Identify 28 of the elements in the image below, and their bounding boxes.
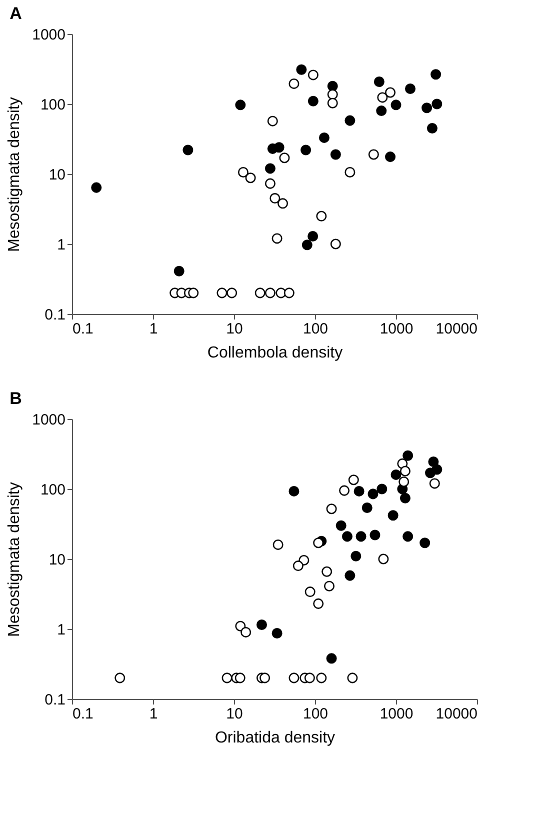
x-tick-label: 1 xyxy=(149,320,158,338)
x-tick-label: 100 xyxy=(302,706,328,722)
y-axis-title: Mesostigmata density xyxy=(6,97,24,252)
y-tick-label: 0.1 xyxy=(44,692,66,708)
x-tick-label: 0.1 xyxy=(72,706,94,722)
x-tick-label: 0.1 xyxy=(72,320,94,338)
y-tick-label: 1 xyxy=(57,236,66,254)
y-axis-title: Mesostigmata density xyxy=(6,482,24,637)
x-tick-label: 10 xyxy=(226,706,243,722)
y-tick-label: 100 xyxy=(40,482,66,498)
chart-title: A xyxy=(10,4,22,23)
y-tick-label: 1000 xyxy=(32,412,66,428)
x-tick-label: 1 xyxy=(149,706,158,722)
x-axis-title: Collembola density xyxy=(207,344,343,362)
x-axis-title: Oribatida density xyxy=(214,730,336,746)
chart-title: B xyxy=(10,389,22,408)
x-tick-label: 10000 xyxy=(436,706,478,722)
x-tick-label: 10 xyxy=(226,320,243,338)
y-tick-label: 100 xyxy=(40,96,66,114)
y-tick-label: 1000 xyxy=(32,26,66,44)
y-tick-label: 10 xyxy=(48,552,66,568)
y-tick-label: 1 xyxy=(57,622,66,638)
x-tick-label: 1000 xyxy=(380,706,414,722)
x-tick-label: 100 xyxy=(302,320,328,338)
y-tick-label: 0.1 xyxy=(44,306,66,324)
x-tick-label: 10000 xyxy=(436,320,478,338)
x-tick-label: 1000 xyxy=(380,320,414,338)
y-tick-label: 10 xyxy=(48,166,66,184)
